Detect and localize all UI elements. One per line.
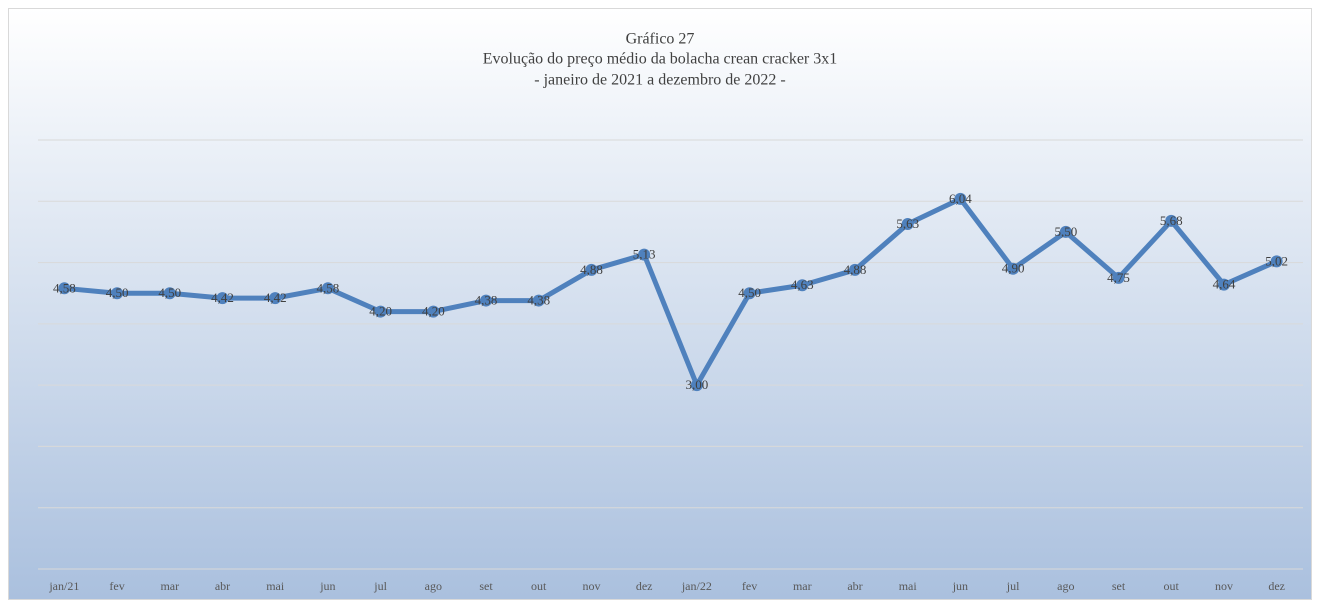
marker (743, 287, 756, 300)
chart-area (8, 8, 1312, 600)
x-tick-label: out (1164, 579, 1180, 593)
marker (480, 294, 493, 307)
data-label: 4,64 (1213, 277, 1236, 292)
marker (321, 282, 334, 295)
marker (901, 217, 914, 230)
marker (163, 287, 176, 300)
data-label: 4,50 (158, 285, 181, 300)
x-tick-label: set (479, 579, 493, 593)
marker (1007, 262, 1020, 275)
data-label: 6,04 (949, 191, 972, 206)
chart-subtitle: Evolução do preço médio da bolacha crean… (483, 51, 838, 68)
data-label: 4,42 (264, 290, 287, 305)
marker (1270, 255, 1283, 268)
data-label: 4,88 (844, 262, 867, 277)
data-label: 4,42 (211, 290, 234, 305)
x-tick-label: jun (952, 579, 968, 593)
x-tick-label: nov (1215, 579, 1233, 593)
x-tick-label: ago (1057, 579, 1074, 593)
data-label: 4,88 (580, 262, 603, 277)
data-label: 4,63 (791, 277, 814, 292)
marker (1112, 271, 1125, 284)
data-label: 4,90 (1002, 261, 1025, 276)
marker (1217, 278, 1230, 291)
x-tick-label: nov (582, 579, 600, 593)
data-label: 4,50 (738, 285, 761, 300)
x-tick-label: jan/21 (48, 579, 79, 593)
data-label: 4,75 (1107, 270, 1130, 285)
x-tick-label: jul (1006, 579, 1020, 593)
x-tick-label: jun (319, 579, 335, 593)
x-tick-label: mar (793, 579, 812, 593)
marker (58, 282, 71, 295)
marker (427, 305, 440, 318)
marker (532, 294, 545, 307)
x-tick-label: dez (1268, 579, 1285, 593)
x-tick-label: abr (215, 579, 230, 593)
marker (374, 305, 387, 318)
marker (1165, 214, 1178, 227)
data-label: 4,38 (527, 293, 550, 308)
line (64, 196, 1278, 388)
data-label: 5,63 (896, 216, 919, 231)
x-tick-label: mai (266, 579, 285, 593)
data-label: 5,68 (1160, 213, 1183, 228)
x-tick-label: fev (109, 579, 124, 593)
x-tick-label: dez (636, 579, 653, 593)
marker (269, 292, 282, 305)
marker (1059, 225, 1072, 238)
marker (796, 279, 809, 292)
x-tick-label: mar (160, 579, 179, 593)
data-label: 5,13 (633, 247, 656, 262)
data-label: 4,20 (369, 304, 392, 319)
x-tick-label: jul (373, 579, 387, 593)
chart-subtitle: - janeiro de 2021 a dezembro de 2022 - (534, 72, 785, 89)
data-label: 4,58 (317, 280, 340, 295)
marker (690, 379, 703, 392)
data-label: 4,50 (106, 285, 129, 300)
x-tick-label: fev (742, 579, 757, 593)
data-label: 4,20 (422, 304, 445, 319)
marker (585, 263, 598, 276)
x-tick-label: abr (847, 579, 862, 593)
x-tick-label: ago (425, 579, 442, 593)
data-label: 5,50 (1054, 224, 1077, 239)
x-tick-label: set (1112, 579, 1126, 593)
x-tick-label: mai (899, 579, 918, 593)
x-tick-label: jan/22 (681, 579, 712, 593)
data-label: 5,02 (1265, 253, 1288, 268)
chart-title: Gráfico 27 (626, 31, 695, 48)
marker (216, 292, 229, 305)
marker (111, 287, 124, 300)
marker (638, 248, 651, 261)
x-tick-label: out (531, 579, 547, 593)
marker (848, 263, 861, 276)
data-label: 3,00 (685, 377, 708, 392)
data-label: 4,38 (475, 293, 498, 308)
data-label: 4,58 (53, 280, 76, 295)
marker (954, 192, 967, 205)
